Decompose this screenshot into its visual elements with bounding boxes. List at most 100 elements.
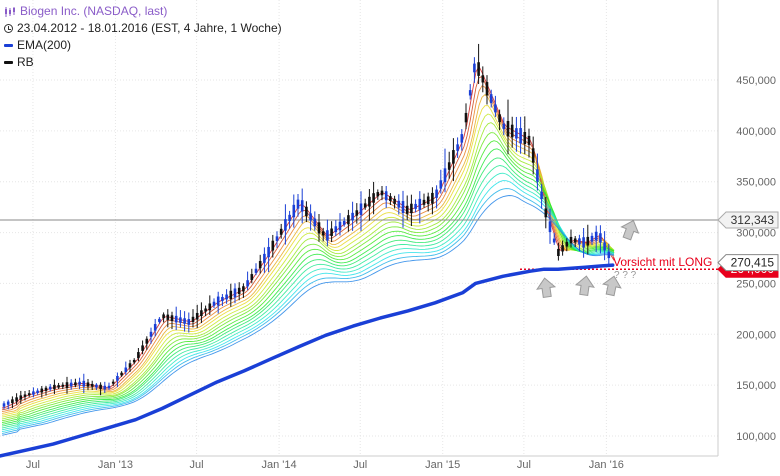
price-bar-body xyxy=(422,199,426,205)
price-bar-body xyxy=(573,238,577,243)
price-bar-body xyxy=(27,393,31,396)
price-bar-body xyxy=(6,401,10,405)
price-bar-body xyxy=(23,394,27,397)
x-tick-label: Jan '13 xyxy=(98,459,133,471)
price-bar-body xyxy=(229,290,233,300)
price-bar-body xyxy=(120,372,123,376)
price-bar-body xyxy=(485,82,489,96)
price-bar-body xyxy=(65,382,69,388)
price-bar-body xyxy=(494,104,497,113)
price-bar-body xyxy=(212,301,216,306)
price-tag-reference: 312,343 xyxy=(731,213,775,227)
price-bar-body xyxy=(233,288,237,298)
x-tick-label: Jul xyxy=(353,459,367,471)
price-bar-body xyxy=(246,280,249,287)
x-tick-label: Jul xyxy=(26,459,40,471)
price-bar-body xyxy=(82,380,86,387)
price-bar-body xyxy=(565,241,569,247)
price-bar-body xyxy=(313,218,317,227)
price-bar-body xyxy=(527,135,531,145)
x-tick-label: Jul xyxy=(517,459,531,471)
price-bar-body xyxy=(351,212,354,221)
ribbon-ema-line xyxy=(1,140,615,423)
price-bar-body xyxy=(153,324,157,331)
price-bar-body xyxy=(384,191,388,201)
price-bar-body xyxy=(284,219,287,231)
price-bar-body xyxy=(586,236,590,246)
price-bar-body xyxy=(502,123,506,129)
legend-period-row: 23.04.2012 - 18.01.2016 (EST, 4 Jahre, 1… xyxy=(4,20,282,37)
price-bar-body xyxy=(380,190,384,196)
price-bar-body xyxy=(158,318,161,322)
price-bar-body xyxy=(275,236,279,242)
price-bar-body xyxy=(111,381,115,384)
y-tick-label: 450,000 xyxy=(736,75,776,87)
clock-icon xyxy=(4,24,13,33)
ribbon-ema-line xyxy=(1,132,615,422)
legend-rb-row: RB xyxy=(4,54,282,71)
price-bar-body xyxy=(216,296,220,306)
price-bar-body xyxy=(53,384,56,390)
price-bar-body xyxy=(288,214,291,222)
price-bar-body xyxy=(179,317,182,323)
price-bar-body xyxy=(15,397,18,402)
price-bar-body xyxy=(61,384,65,387)
y-tick-label: 150,000 xyxy=(736,380,776,392)
price-bar-body xyxy=(208,303,212,311)
price-bar-body xyxy=(338,221,342,231)
price-bar-body xyxy=(221,296,224,302)
price-bar-body xyxy=(389,196,392,201)
price-bar-body xyxy=(368,196,371,207)
price-bar-body xyxy=(95,384,98,388)
y-tick-label: 200,000 xyxy=(736,329,776,341)
price-bar-body xyxy=(397,200,401,208)
price-bar-body xyxy=(599,233,602,243)
price-bar-body xyxy=(531,148,535,163)
up-arrow-1-icon xyxy=(536,277,557,299)
price-bar-body xyxy=(393,198,396,204)
price-bar-body xyxy=(271,240,275,251)
y-tick-label: 400,000 xyxy=(736,126,776,138)
price-bar-body xyxy=(11,399,14,404)
price-bar-body xyxy=(90,383,94,387)
price-bar-body xyxy=(473,63,476,73)
price-bar-body xyxy=(103,385,107,390)
price-bar-body xyxy=(250,274,254,281)
price-bar-body xyxy=(347,215,350,225)
price-bar-body xyxy=(309,213,312,221)
ribbon-ema-line xyxy=(1,113,615,418)
price-bar-body xyxy=(145,338,149,344)
price-bar-body xyxy=(128,363,132,368)
price-bar-body xyxy=(582,237,585,248)
price-bar-body xyxy=(183,318,186,324)
legend-rb-label: RB xyxy=(17,55,34,69)
ribbon-ema-line xyxy=(1,157,615,427)
price-bar-body xyxy=(32,391,35,395)
price-bar-body xyxy=(166,314,170,320)
x-tick-label: Jan '14 xyxy=(262,459,297,471)
price-bar-body xyxy=(506,120,510,137)
price-bar-body xyxy=(48,386,52,390)
up-arrow-3-icon xyxy=(601,275,622,297)
price-bar-body xyxy=(57,385,60,388)
up-arrow-1-icon-shape xyxy=(536,277,557,299)
price-bar-body xyxy=(334,226,338,232)
price-bar-body xyxy=(242,286,245,292)
rb-swatch-icon xyxy=(4,61,13,64)
price-bar-body xyxy=(519,128,522,144)
x-tick-label: Jan '16 xyxy=(589,459,624,471)
price-bar-body xyxy=(300,200,304,212)
price-bar-body xyxy=(468,90,472,96)
price-bar-body xyxy=(435,189,438,198)
price-bar-body xyxy=(456,144,459,151)
ribbon-ema-line xyxy=(1,148,615,425)
price-bar-body xyxy=(326,230,329,241)
price-bar-body xyxy=(607,251,611,259)
price-bar-body xyxy=(590,235,594,242)
ribbon-ema-line xyxy=(1,195,615,436)
y-tick-label: 250,000 xyxy=(736,278,776,290)
price-bar-body xyxy=(481,75,485,83)
price-bar-body xyxy=(141,345,144,351)
